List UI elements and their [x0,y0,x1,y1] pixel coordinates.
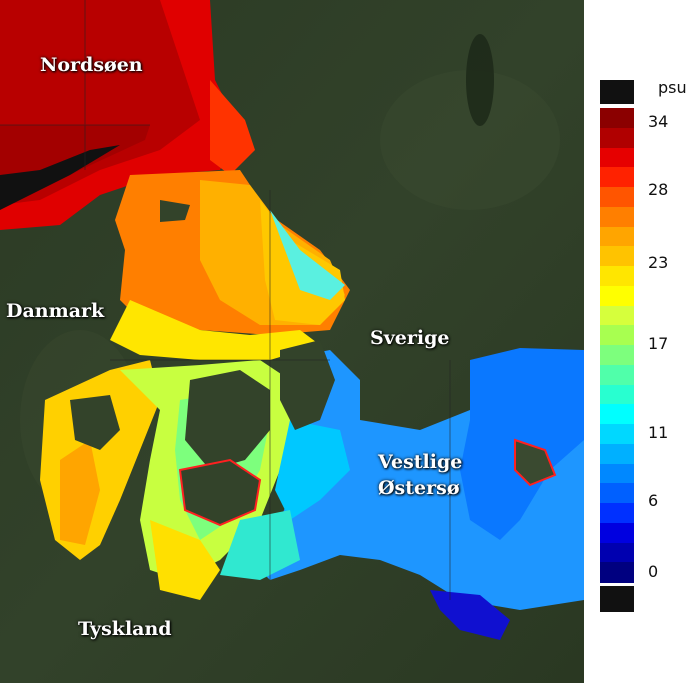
islands [70,200,557,527]
legend-color-step [600,522,634,543]
legend-color-step [600,404,634,425]
label-ostersoe: Østersø [378,477,460,499]
legend-color-step [600,443,634,464]
legend-color-step [600,285,634,306]
legend-color-step [600,503,634,524]
baltic-salinity [220,348,584,640]
label-tyskland: Tyskland [78,618,172,640]
salinity-legend: psu 34 28 23 17 11 6 0 [584,0,700,683]
north-sea-salinity [0,0,255,230]
legend-tick-label: 17 [648,334,669,353]
legend-color-step [600,147,634,168]
legend-color-step [600,266,634,287]
legend-color-step [600,108,634,129]
legend-color-step [600,187,634,208]
legend-color-step [600,364,634,385]
legend-color-step [600,246,634,267]
legend-color-step [600,345,634,366]
legend-color-step [600,127,634,148]
legend-color-step [600,305,634,326]
legend-color-step [600,483,634,504]
label-vestlige: Vestlige [378,451,463,473]
legend-color-step [600,325,634,346]
grid-lines [0,0,451,600]
legend-land-swatch-bottom [600,586,634,612]
label-danmark: Danmark [6,300,105,322]
legend-color-step [600,167,634,188]
legend-tick-label: 11 [648,423,669,442]
legend-tick-label: 34 [648,112,669,131]
legend-color-step [600,463,634,484]
label-nordsoen: Nordsøen [40,54,143,76]
legend-color-step [600,424,634,445]
salinity-map [0,0,584,683]
legend-color-step [600,206,634,227]
legend-color-step [600,542,634,563]
legend-unit: psu [658,78,687,97]
legend-color-step [600,562,634,583]
legend-land-swatch-top [600,80,634,104]
legend-color-step [600,226,634,247]
label-sverige: Sverige [370,327,450,349]
legend-color-step [600,384,634,405]
legend-tick-label: 23 [648,253,669,272]
legend-tick-label: 28 [648,180,669,199]
legend-tick-label: 6 [648,491,659,510]
legend-tick-label: 0 [648,562,659,581]
